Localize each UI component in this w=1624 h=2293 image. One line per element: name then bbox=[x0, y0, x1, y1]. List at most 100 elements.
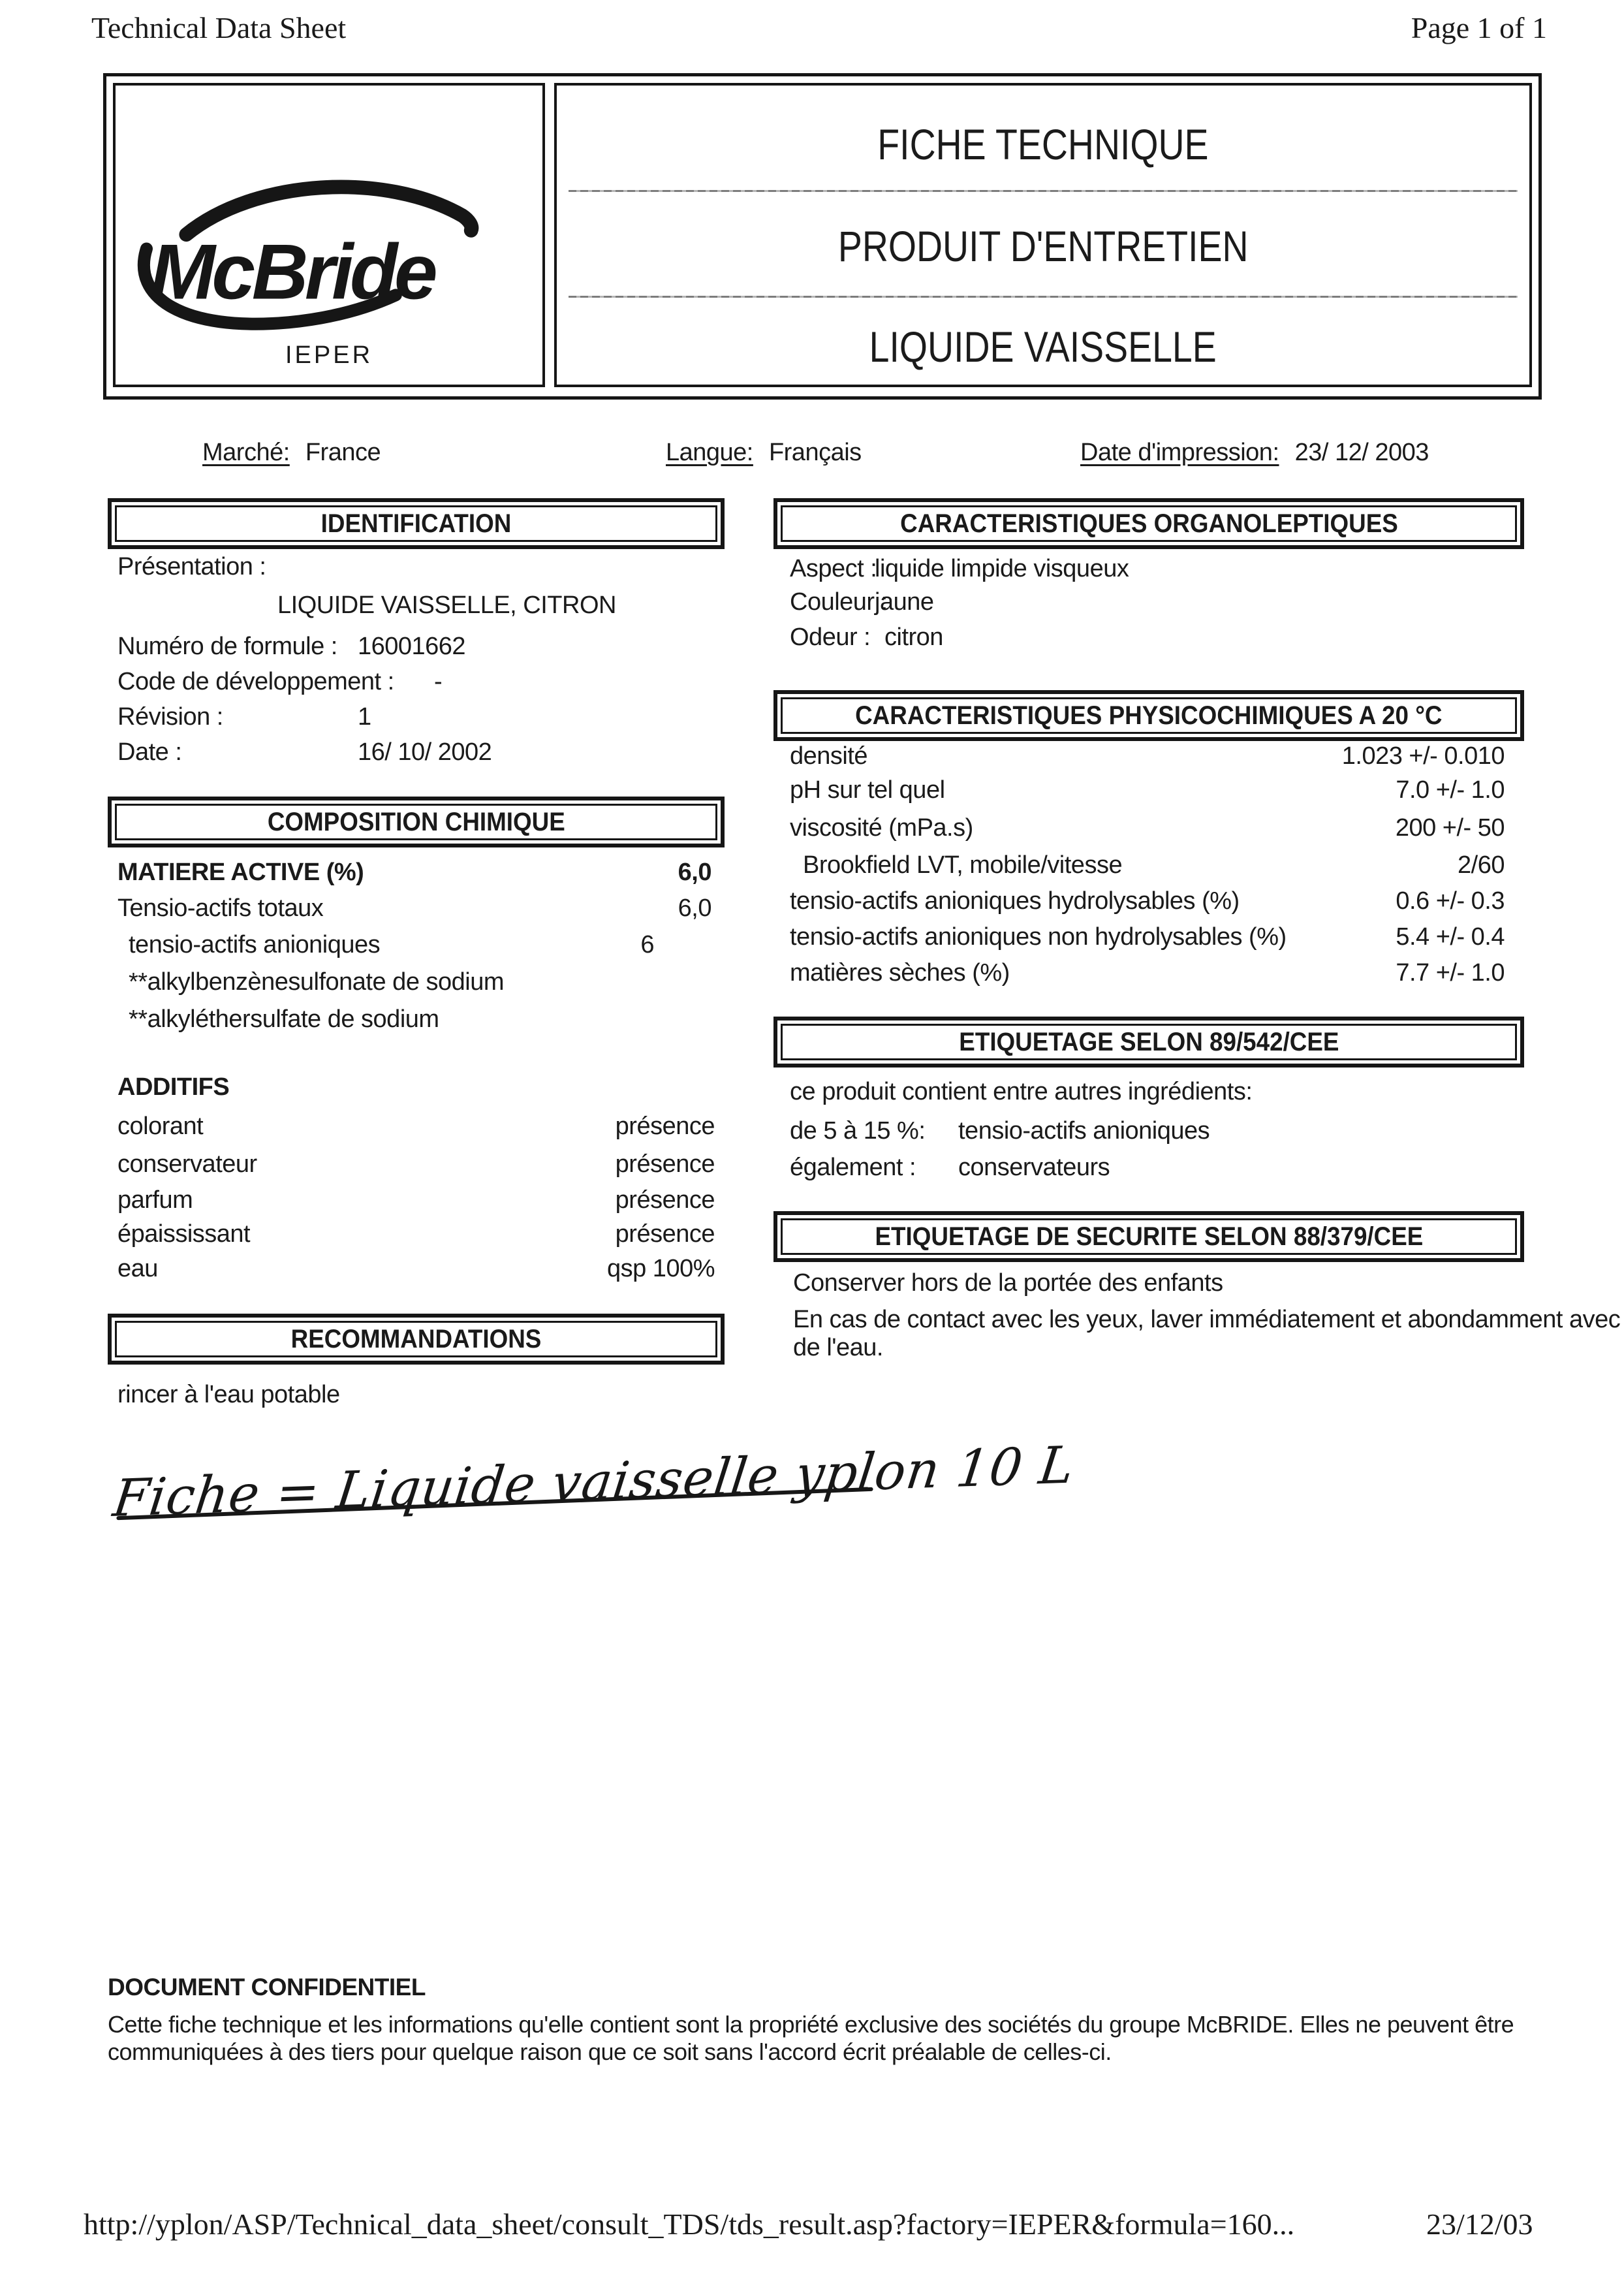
row-label: pH sur tel quel bbox=[790, 776, 945, 804]
ident-row-code: Code de développement : - bbox=[108, 666, 725, 697]
securite-line2: En cas de contact avec les yeux, laver i… bbox=[793, 1306, 1621, 1333]
title-divider-1 bbox=[569, 190, 1518, 192]
presentation-value: LIQUIDE VAISSELLE, CITRON bbox=[277, 592, 616, 619]
securite-line2-row: En cas de contact avec les yeux, laver i… bbox=[773, 1304, 1621, 1335]
comp-row-alkylbenzene: **alkylbenzènesulfonate de sodium bbox=[108, 966, 725, 998]
securite-title: ETIQUETAGE DE SECURITE SELON 88/379/CEE bbox=[875, 1222, 1423, 1251]
logo-cell: McBride IEPER bbox=[113, 83, 545, 387]
comp-row-alkylether: **alkyléthersulfate de sodium bbox=[108, 1004, 725, 1035]
additif-row-conservateur: conservateur présence bbox=[108, 1148, 725, 1180]
row-value: présence bbox=[615, 1113, 715, 1140]
row-value: 1 bbox=[358, 703, 371, 731]
svg-text:McBride: McBride bbox=[150, 228, 436, 315]
title-cell: FICHE TECHNIQUE PRODUIT D'ENTRETIEN LIQU… bbox=[554, 83, 1532, 387]
row-value: 6,0 bbox=[678, 894, 712, 922]
row-label: MATIERE ACTIVE (%) bbox=[117, 859, 364, 886]
presentation-value-row: LIQUIDE VAISSELLE, CITRON bbox=[108, 590, 725, 621]
row-label: épaississant bbox=[117, 1220, 251, 1248]
additifs-title: ADDITIFS bbox=[117, 1073, 230, 1101]
row-label: parfum bbox=[117, 1186, 193, 1214]
title-divider-2 bbox=[569, 296, 1518, 298]
mcbride-logo-icon: McBride bbox=[137, 180, 479, 330]
print-footer-date: 23/12/03 bbox=[1426, 2207, 1533, 2241]
organo-row-odeur: Odeur : citron bbox=[773, 622, 1524, 653]
meta-impression: Date d'impression: 23/ 12/ 2003 bbox=[1080, 436, 1429, 469]
doc-title-line3: LIQUIDE VAISSELLE bbox=[869, 323, 1217, 371]
row-label: eau bbox=[117, 1255, 158, 1282]
row-value: liquide limpide visqueux bbox=[875, 555, 1129, 582]
row-label: Odeur : bbox=[790, 624, 871, 651]
marche-label: Marché: bbox=[202, 439, 290, 466]
row-value: 7.0 +/- 1.0 bbox=[1396, 776, 1505, 804]
impression-label: Date d'impression: bbox=[1080, 439, 1279, 466]
section-box-organoleptiques: CARACTERISTIQUES ORGANOLEPTIQUES bbox=[773, 498, 1524, 549]
recommandations-title: RECOMMANDATIONS bbox=[290, 1324, 542, 1353]
row-label: colorant bbox=[117, 1113, 204, 1140]
row-value: jaune bbox=[875, 588, 934, 616]
etiquetage-intro: ce produit contient entre autres ingrédi… bbox=[790, 1078, 1253, 1105]
physico-row-brookfield: Brookfield LVT, mobile/vitesse 2/60 bbox=[773, 849, 1524, 881]
additif-row-eau: eau qsp 100% bbox=[108, 1253, 725, 1284]
row-label: matières sèches (%) bbox=[790, 959, 1010, 987]
row-label: **alkyléthersulfate de sodium bbox=[129, 1005, 439, 1033]
presentation-row: Présentation : bbox=[108, 551, 725, 582]
additif-row-parfum: parfum présence bbox=[108, 1184, 725, 1216]
section-box-identification: IDENTIFICATION bbox=[108, 498, 725, 549]
additifs-heading: ADDITIFS bbox=[108, 1071, 725, 1103]
row-label: densité bbox=[790, 742, 868, 770]
section-box-etiquetage: ETIQUETAGE SELON 89/542/CEE bbox=[773, 1017, 1524, 1067]
row-value: présence bbox=[615, 1220, 715, 1248]
print-footer-url: http://yplon/ASP/Technical_data_sheet/co… bbox=[84, 2207, 1295, 2241]
row-value: 16/ 10/ 2002 bbox=[358, 738, 492, 766]
recommandations-text: rincer à l'eau potable bbox=[117, 1381, 340, 1408]
physico-row-matieres-seches: matières sèches (%) 7.7 +/- 1.0 bbox=[773, 957, 1524, 988]
row-value: conservateurs bbox=[958, 1154, 1110, 1181]
securite-line1: Conserver hors de la portée des enfants bbox=[793, 1269, 1223, 1297]
row-label: Tensio-actifs totaux bbox=[117, 894, 324, 922]
ident-row-formule: Numéro de formule : 16001662 bbox=[108, 631, 725, 662]
row-value: 1.023 +/- 0.010 bbox=[1341, 742, 1505, 770]
row-value: 16001662 bbox=[358, 633, 466, 660]
etiquetage-row-5-15: de 5 à 15 %: tensio-actifs anioniques bbox=[773, 1115, 1524, 1146]
row-value: 5.4 +/- 0.4 bbox=[1396, 923, 1505, 951]
row-label: **alkylbenzènesulfonate de sodium bbox=[129, 968, 505, 996]
recommandations-text-row: rincer à l'eau potable bbox=[108, 1379, 725, 1410]
document-header-box: McBride IEPER FICHE TECHNIQUE PRODUIT D'… bbox=[103, 73, 1542, 400]
etiquetage-title: ETIQUETAGE SELON 89/542/CEE bbox=[958, 1027, 1339, 1056]
physico-row-hydrolysables: tensio-actifs anioniques hydrolysables (… bbox=[773, 885, 1524, 917]
section-box-recommandations: RECOMMANDATIONS bbox=[108, 1314, 725, 1365]
factory-name: IEPER bbox=[285, 341, 373, 369]
langue-value: Français bbox=[768, 439, 862, 466]
row-label: Brookfield LVT, mobile/vitesse bbox=[803, 851, 1123, 879]
meta-langue: Langue: Français bbox=[666, 436, 862, 469]
meta-marche: Marché: France bbox=[202, 436, 381, 469]
impression-value: 23/ 12/ 2003 bbox=[1294, 439, 1429, 466]
row-value: 7.7 +/- 1.0 bbox=[1396, 959, 1505, 987]
row-label: tensio-actifs anioniques hydrolysables (… bbox=[790, 887, 1240, 915]
marche-value: France bbox=[305, 439, 381, 466]
row-value: 6,0 bbox=[678, 859, 712, 886]
print-header-title: Technical Data Sheet bbox=[91, 11, 347, 44]
composition-title: COMPOSITION CHIMIQUE bbox=[267, 807, 565, 836]
doc-title-line1: FICHE TECHNIQUE bbox=[877, 120, 1209, 168]
confidentiel-line1: Cette fiche technique et les information… bbox=[108, 2011, 1514, 2038]
physico-row-ph: pH sur tel quel 7.0 +/- 1.0 bbox=[773, 774, 1524, 806]
section-box-physicochimiques: CARACTERISTIQUES PHYSICOCHIMIQUES A 20 °… bbox=[773, 690, 1524, 741]
section-box-securite: ETIQUETAGE DE SECURITE SELON 88/379/CEE bbox=[773, 1211, 1524, 1262]
row-value: présence bbox=[615, 1186, 715, 1214]
ident-row-date: Date : 16/ 10/ 2002 bbox=[108, 736, 725, 768]
row-value: 2/60 bbox=[1458, 851, 1505, 879]
etiquetage-row-egalement: également : conservateurs bbox=[773, 1152, 1524, 1183]
confidentiel-heading: DOCUMENT CONFIDENTIEL bbox=[108, 1972, 1544, 2003]
row-value: citron bbox=[884, 624, 943, 651]
row-label: Couleur : bbox=[790, 588, 888, 616]
row-value: présence bbox=[615, 1150, 715, 1178]
physico-row-non-hydrolysables: tensio-actifs anioniques non hydrolysabl… bbox=[773, 921, 1524, 953]
confidentiel-line1-row: Cette fiche technique et les information… bbox=[108, 2009, 1583, 2040]
comp-row-matiere-active: MATIERE ACTIVE (%) 6,0 bbox=[108, 857, 725, 888]
ident-row-revision: Révision : 1 bbox=[108, 701, 725, 733]
securite-line1-row: Conserver hors de la portée des enfants bbox=[773, 1267, 1524, 1299]
presentation-label: Présentation : bbox=[117, 553, 266, 580]
identification-title: IDENTIFICATION bbox=[320, 509, 512, 538]
